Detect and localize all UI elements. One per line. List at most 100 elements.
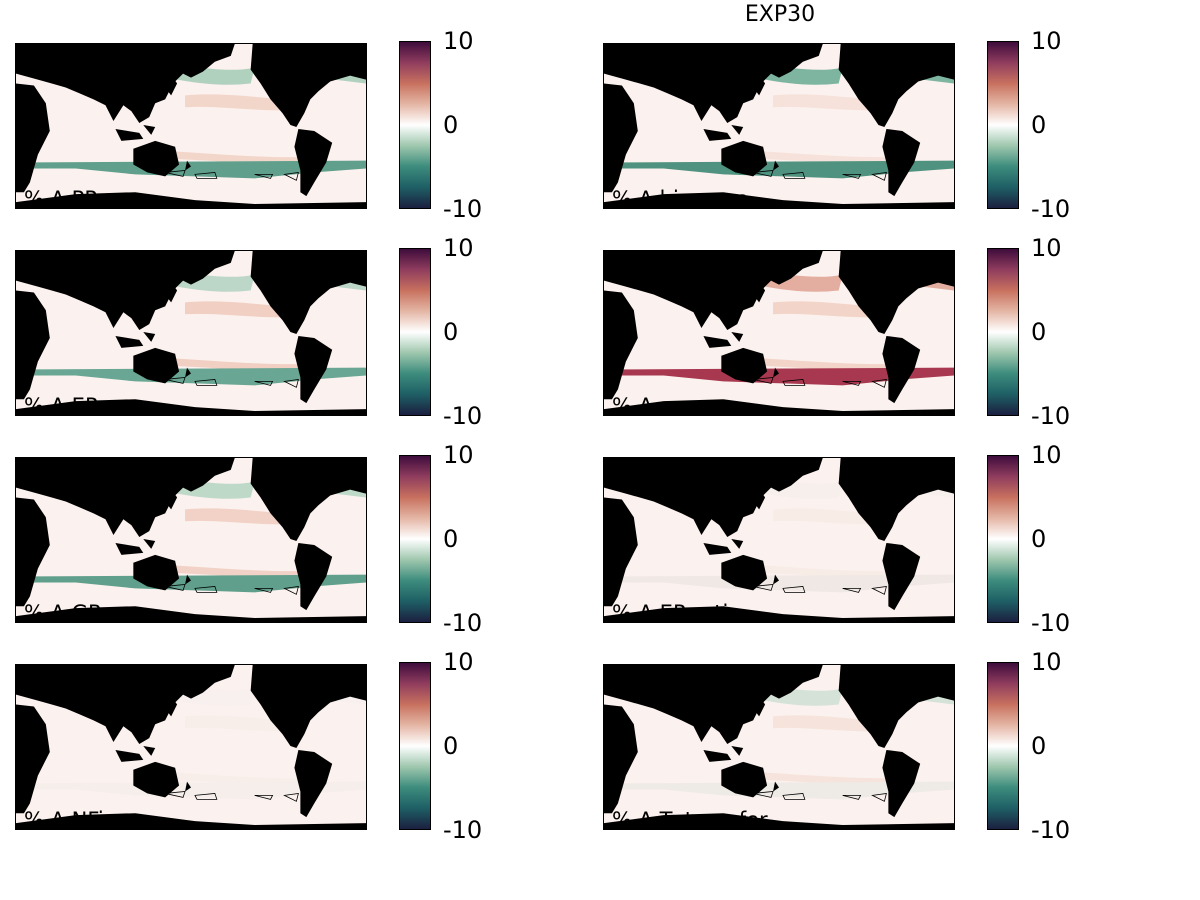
- land-mass: [16, 704, 50, 814]
- land-mass: [16, 290, 50, 400]
- colorbar-tick-label: -10: [1031, 195, 1071, 223]
- land-mass: [16, 83, 50, 193]
- land-mass: [143, 125, 156, 135]
- land-mass: [16, 44, 235, 124]
- land-mass: [133, 347, 180, 384]
- heatmap-map: % Δ PP: [15, 43, 367, 209]
- colorbar-tick-label: 0: [1031, 318, 1047, 346]
- land-mass: [753, 491, 766, 510]
- land-mass: [250, 251, 366, 334]
- land-mass: [133, 554, 180, 591]
- colorbar: [987, 41, 1019, 209]
- colorbar: [987, 455, 1019, 623]
- panel-label: % Δ Tr transfer: [612, 808, 768, 830]
- colorbar-tick-label: 10: [1031, 234, 1062, 262]
- southern-ocean-band: [604, 160, 954, 179]
- land-mass: [753, 284, 766, 303]
- significance-contour: [753, 377, 887, 388]
- land-mass: [185, 574, 191, 585]
- heatmap-map: % Δ NFix: [15, 664, 367, 830]
- land-mass: [721, 140, 768, 177]
- significance-contour: [165, 791, 299, 802]
- land-mass: [703, 335, 732, 348]
- land-mass: [753, 77, 766, 96]
- panel-label: % Δ EP-ratio: [612, 601, 742, 623]
- land-mass: [185, 781, 191, 792]
- north-anomaly-band: [733, 469, 954, 499]
- land-mass: [731, 332, 744, 342]
- colorbar-tick-label: -10: [1031, 816, 1071, 844]
- land-mass: [185, 160, 191, 171]
- north-anomaly-band: [145, 469, 366, 499]
- land-mass: [773, 781, 779, 792]
- panel-label: % Δ PP: [24, 187, 97, 209]
- panel-label: % Δ EP: [24, 394, 98, 416]
- land-mass: [143, 332, 156, 342]
- figure-title: EXP30: [744, 2, 816, 27]
- land-mass: [604, 83, 638, 193]
- land-mass: [773, 574, 779, 585]
- land-mass: [703, 128, 732, 141]
- land-mass: [604, 44, 823, 124]
- colorbar: [399, 41, 431, 209]
- heatmap-map: % Δ EP-ratio: [603, 457, 955, 623]
- colorbar-gradient: [400, 456, 430, 622]
- land-mass: [143, 539, 156, 549]
- land-mass: [838, 458, 954, 541]
- southern-ocean-band: [16, 574, 366, 593]
- colorbar-gradient: [988, 249, 1018, 415]
- land-mass: [250, 458, 366, 541]
- southern-ocean-band: [604, 367, 954, 386]
- land-mass: [604, 497, 638, 607]
- significance-contour: [753, 170, 887, 181]
- colorbar-gradient: [988, 456, 1018, 622]
- north-anomaly-band: [145, 262, 366, 292]
- land-mass: [16, 665, 235, 745]
- land-mass: [115, 749, 144, 762]
- colorbar-gradient: [988, 42, 1018, 208]
- land-mass: [250, 44, 366, 127]
- land-mass: [250, 665, 366, 748]
- land-mass: [731, 746, 744, 756]
- colorbar-tick-label: 0: [443, 525, 459, 553]
- land-mass: [16, 399, 366, 415]
- colorbar-tick-label: 0: [443, 111, 459, 139]
- colorbar-tick-label: 10: [1031, 648, 1062, 676]
- land-mass: [731, 539, 744, 549]
- colorbar-gradient: [400, 249, 430, 415]
- colorbar-tick-label: 10: [1031, 27, 1062, 55]
- significance-contour: [165, 377, 299, 388]
- colorbar: [987, 248, 1019, 416]
- significance-contour: [165, 170, 299, 181]
- colorbar-tick-label: 0: [443, 732, 459, 760]
- land-mass: [16, 497, 50, 607]
- significance-contour: [753, 584, 887, 595]
- north-anomaly-band: [733, 676, 954, 706]
- land-mass: [115, 335, 144, 348]
- land-mass: [16, 813, 366, 829]
- land-mass: [838, 665, 954, 748]
- land-mass: [604, 704, 638, 814]
- land-mass: [721, 554, 768, 591]
- land-mass: [838, 251, 954, 334]
- colorbar-gradient: [988, 663, 1018, 829]
- land-mass: [143, 746, 156, 756]
- southern-ocean-band: [604, 781, 954, 800]
- colorbar-tick-label: -10: [443, 816, 483, 844]
- heatmap-map: % Δ zoo: [603, 250, 955, 416]
- land-mass: [185, 367, 191, 378]
- colorbar-tick-label: 10: [443, 234, 474, 262]
- land-mass: [882, 128, 921, 197]
- north-anomaly-band: [733, 55, 954, 85]
- land-mass: [16, 192, 366, 208]
- heatmap-map: % Δ Tr transfer: [603, 664, 955, 830]
- land-mass: [133, 140, 180, 177]
- land-mass: [604, 813, 954, 829]
- land-mass: [604, 665, 823, 745]
- southern-ocean-band: [16, 781, 366, 800]
- land-mass: [882, 335, 921, 404]
- land-mass: [604, 251, 823, 331]
- land-mass: [773, 367, 779, 378]
- colorbar: [987, 662, 1019, 830]
- land-mass: [165, 77, 178, 96]
